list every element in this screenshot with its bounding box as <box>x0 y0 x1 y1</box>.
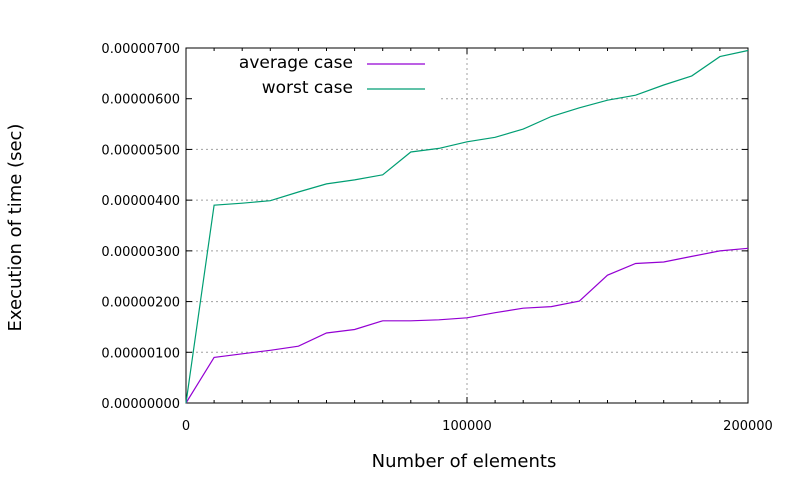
grid-layer <box>186 48 748 403</box>
legend-background-rect <box>187 49 439 101</box>
legend-label: average case <box>239 53 353 73</box>
y-tick-label: 0.00000300 <box>101 245 180 260</box>
y-tick-label: 0.00000100 <box>101 346 180 361</box>
legend: average case worst case <box>239 53 425 98</box>
x-tick-label: 0 <box>182 419 190 434</box>
legend-label: worst case <box>262 78 353 98</box>
series-line-average-case <box>185 247 749 404</box>
legend-background <box>187 49 439 101</box>
y-axis-title: Execution of time (sec) <box>5 124 26 332</box>
y-tick-label: 0.00000500 <box>101 143 180 158</box>
y-tick-label: 0.00000200 <box>101 296 180 311</box>
tick-layer: 0.00000000 0.00000100 0.00000200 0.00000300… <box>101 42 772 434</box>
series-layer <box>185 49 749 404</box>
x-axis-title: Number of elements <box>372 451 557 472</box>
x-tick-label: 200000 <box>723 419 773 434</box>
y-tick-label: 0.00000700 <box>101 42 180 57</box>
y-tick-label: 0.00000000 <box>101 397 180 412</box>
x-tick-label: 100000 <box>442 419 492 434</box>
y-tick-label: 0.00000600 <box>101 93 180 108</box>
series-line-worst-case <box>185 49 749 404</box>
y-tick-label: 0.00000400 <box>101 194 180 209</box>
